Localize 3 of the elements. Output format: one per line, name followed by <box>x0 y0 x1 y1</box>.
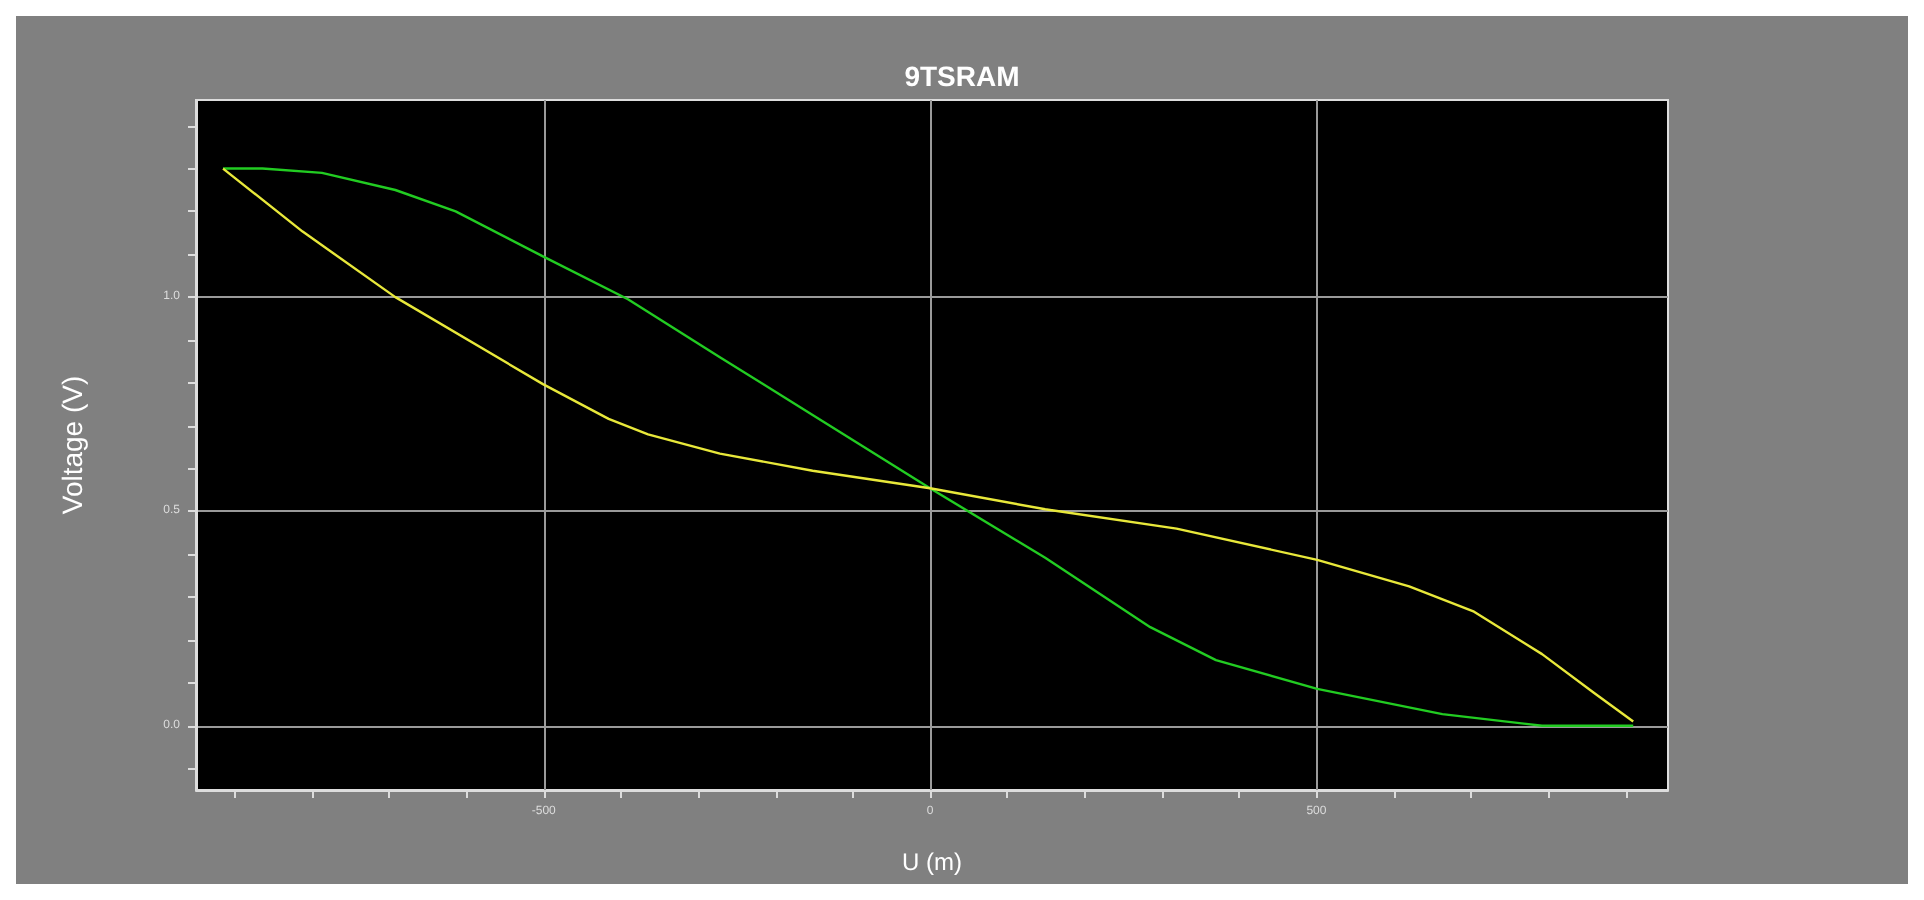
y-axis-title: Voltage (V) <box>56 375 88 515</box>
x-axis-title: U (m) <box>902 848 962 876</box>
chart-title: 9TSRAM <box>904 60 1020 92</box>
